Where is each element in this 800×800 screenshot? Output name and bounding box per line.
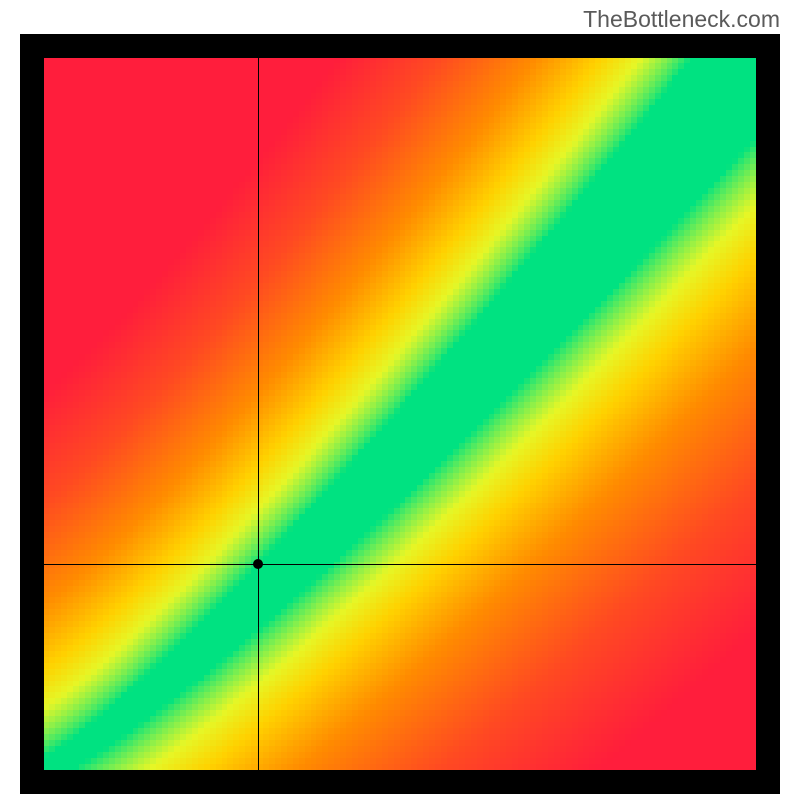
chart-container: TheBottleneck.com: [0, 0, 800, 800]
crosshair-horizontal: [44, 564, 756, 565]
heatmap-canvas: [44, 58, 756, 770]
crosshair-vertical: [258, 58, 259, 770]
crosshair-marker: [253, 559, 263, 569]
watermark: TheBottleneck.com: [583, 6, 780, 33]
heatmap-plot: [44, 58, 756, 770]
chart-frame: [20, 34, 780, 794]
